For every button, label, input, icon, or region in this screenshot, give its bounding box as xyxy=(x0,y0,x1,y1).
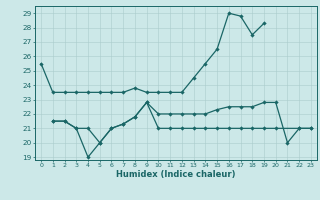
X-axis label: Humidex (Indice chaleur): Humidex (Indice chaleur) xyxy=(116,170,236,179)
